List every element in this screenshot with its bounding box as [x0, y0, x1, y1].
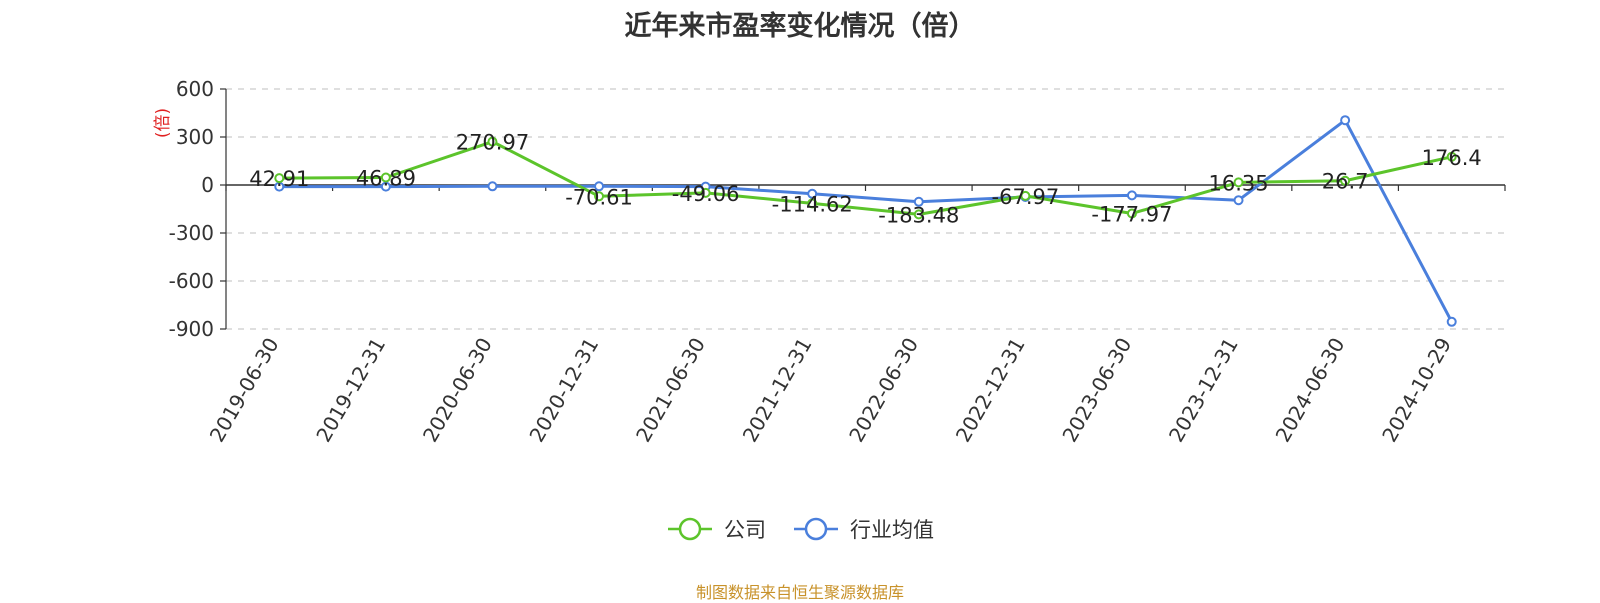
data-label: -67.97 — [992, 185, 1060, 209]
data-label: 270.97 — [456, 131, 529, 155]
x-tick-label: 2021-06-30 — [631, 334, 710, 447]
data-point — [594, 191, 605, 202]
x-tick-label: 2019-06-30 — [205, 334, 284, 447]
data-point — [1233, 177, 1244, 188]
x-tick-label: 2020-12-31 — [524, 334, 603, 447]
data-label: -49.06 — [672, 182, 740, 206]
series-lines — [274, 115, 1457, 327]
x-tick-label: 2024-10-29 — [1377, 334, 1456, 447]
data-point — [1126, 208, 1137, 219]
data-point — [380, 172, 391, 183]
x-tick-label: 2019-12-31 — [311, 334, 390, 447]
data-point — [913, 196, 924, 207]
legend-item-industry-average[interactable]: 行业均值 — [792, 514, 934, 544]
data-point — [807, 198, 818, 209]
data-labels: 42.91 46.89 270.97 -70.61 -49.06 -114.62 -183.… — [249, 131, 1482, 228]
x-tick-label: 2023-06-30 — [1057, 334, 1136, 447]
y-tick-label: -600 — [169, 269, 214, 293]
data-point — [487, 136, 498, 147]
series-company — [274, 136, 1457, 220]
x-tick-label: 2022-12-31 — [951, 334, 1030, 447]
data-point — [807, 188, 818, 199]
data-point — [1020, 190, 1031, 201]
series-industry-average — [274, 115, 1457, 327]
data-point — [1446, 151, 1457, 162]
data-label: 16.35 — [1208, 171, 1268, 195]
y-tick-label: 300 — [176, 125, 214, 149]
data-label: -177.97 — [1091, 202, 1172, 226]
x-tick-label: 2023-12-31 — [1164, 334, 1243, 447]
y-tick-label: 0 — [201, 173, 214, 197]
data-label: -114.62 — [772, 192, 853, 216]
data-point — [487, 181, 498, 192]
data-label: -183.48 — [878, 203, 959, 227]
data-point — [594, 181, 605, 192]
data-label: 42.91 — [249, 167, 309, 191]
x-tick-label: 2022-06-30 — [844, 334, 923, 447]
y-tick-label: -300 — [169, 221, 214, 245]
x-tick-label: 2021-12-31 — [738, 334, 817, 447]
legend-label: 行业均值 — [850, 518, 934, 542]
y-tick-label: -900 — [169, 317, 214, 341]
grid-lines — [226, 88, 1505, 330]
data-label: 26.7 — [1322, 170, 1369, 194]
data-label: 46.89 — [356, 166, 416, 190]
legend-swatch — [794, 517, 838, 541]
data-point — [1126, 190, 1137, 201]
y-axis-label: (倍) — [153, 108, 173, 138]
legend-item-company[interactable]: 公司 — [666, 514, 766, 544]
y-tick-label: 600 — [176, 77, 214, 101]
x-tick-label: 2020-06-30 — [418, 334, 497, 447]
data-point — [700, 187, 711, 198]
legend: 公司 行业均值 — [0, 514, 1600, 544]
data-point — [380, 181, 391, 192]
chart-title: 近年来市盈率变化情况（倍） — [624, 11, 976, 42]
data-point — [1340, 115, 1351, 126]
data-label: -70.61 — [565, 185, 633, 209]
series-line — [279, 140, 1453, 216]
data-label: 176.4 — [1422, 146, 1482, 170]
x-tick-label: 2024-06-30 — [1271, 334, 1350, 447]
legend-swatch — [668, 517, 712, 541]
data-point — [1233, 195, 1244, 206]
data-point — [1340, 175, 1351, 186]
data-point — [274, 173, 285, 184]
source-note: 制图数据来自恒生聚源数据库 — [695, 583, 904, 602]
series-line — [279, 118, 1454, 323]
data-point — [913, 209, 924, 220]
data-point — [1446, 316, 1457, 327]
legend-label: 公司 — [724, 518, 766, 542]
